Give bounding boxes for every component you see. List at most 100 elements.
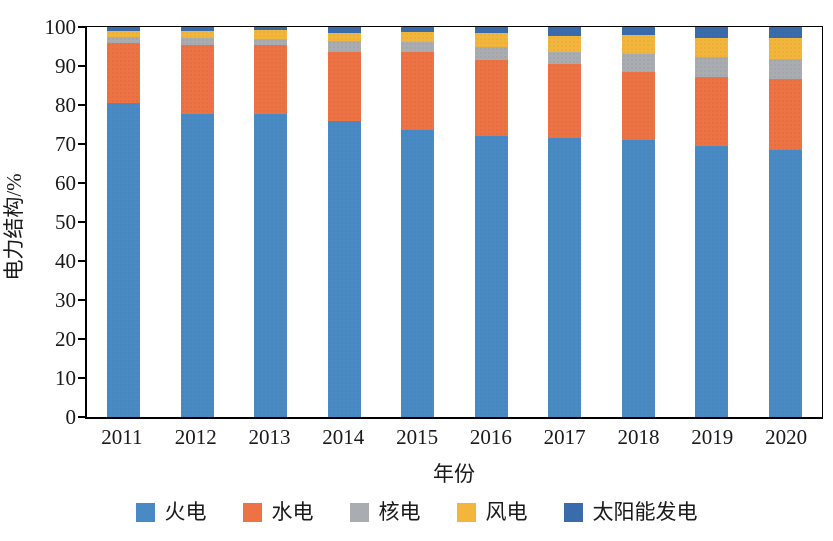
bar-segment-2019-风电 [695, 37, 729, 58]
bar-segment-2011-太阳能发电 [107, 27, 141, 31]
bar-segment-2019-核电 [695, 57, 729, 78]
legend-item-太阳能发电: 太阳能发电 [563, 499, 698, 525]
bar-slot-2018 [602, 27, 675, 417]
bar-slot-2011 [87, 27, 160, 417]
bar-segment-2016-核电 [474, 46, 508, 61]
bar-segment-2013-火电 [254, 113, 288, 417]
stacked-bar-2011 [107, 27, 141, 417]
x-tick-label: 2015 [396, 425, 439, 449]
bar-slot-2013 [234, 27, 307, 417]
bar-segment-2015-核电 [401, 41, 435, 52]
legend-swatch-icon [563, 502, 583, 522]
bar-segment-2017-火电 [548, 138, 582, 417]
bar-segment-2016-火电 [474, 136, 508, 417]
bar-segment-2020-太阳能发电 [768, 27, 802, 38]
stacked-bar-2020 [768, 27, 802, 417]
y-tick-label: 40 [55, 249, 76, 273]
plot-area: 0 10 20 30 40 50 60 70 80 90 100 [45, 17, 823, 428]
legend-swatch-icon [242, 502, 262, 522]
bar-segment-2017-风电 [548, 35, 582, 52]
y-tick-label: 90 [55, 54, 76, 78]
bar-segment-2012-风电 [180, 30, 214, 39]
y-tick-mark [78, 416, 86, 418]
bar-segment-2013-太阳能发电 [254, 27, 288, 31]
bar-segment-2020-水电 [768, 78, 802, 150]
bar-segment-2012-水电 [180, 44, 214, 115]
bars-container [87, 27, 822, 417]
bar-segment-2012-火电 [180, 114, 214, 417]
stacked-bar-2018 [621, 27, 655, 417]
y-tick-mark [78, 221, 86, 223]
stacked-bar-2014 [327, 27, 361, 417]
x-tick-label: 2011 [101, 425, 143, 449]
y-tick-mark [78, 26, 86, 28]
x-axis-title: 年份 [433, 462, 475, 486]
x-tick-label: 2017 [543, 425, 586, 449]
stacked-bar-2013 [254, 27, 288, 417]
bar-segment-2015-风电 [401, 32, 435, 42]
bar-segment-2017-太阳能发电 [548, 27, 582, 36]
x-tick-label: 2020 [765, 425, 808, 449]
bar-segment-2014-太阳能发电 [327, 27, 361, 34]
bar-segment-2016-风电 [474, 32, 508, 47]
bar-segment-2019-水电 [695, 77, 729, 146]
bar-segment-2017-水电 [548, 64, 582, 139]
x-axis-labels: 2011 2012 2013 2014 2015 2016 2017 2018 2019 2020 [85, 425, 823, 450]
bar-segment-2014-核电 [327, 41, 361, 52]
bar-segment-2019-太阳能发电 [695, 27, 729, 38]
y-tick-label: 60 [55, 171, 76, 195]
stacked-bar-2019 [695, 27, 729, 417]
stacked-bar-2016 [474, 27, 508, 417]
y-tick-label: 30 [55, 288, 76, 312]
bar-segment-2018-风电 [621, 34, 655, 54]
legend-swatch-icon [135, 502, 155, 522]
bar-segment-2020-火电 [768, 149, 802, 417]
bar-segment-2011-水电 [107, 43, 141, 104]
y-tick-label: 100 [44, 15, 77, 39]
bar-segment-2015-水电 [401, 51, 435, 131]
bar-segment-2018-太阳能发电 [621, 27, 655, 35]
legend-label: 太阳能发电 [592, 500, 698, 524]
bar-segment-2013-核电 [254, 39, 288, 45]
bar-segment-2018-核电 [621, 53, 655, 72]
x-tick-label: 2014 [322, 425, 365, 449]
legend-swatch-icon [349, 502, 369, 522]
bar-slot-2019 [675, 27, 748, 417]
bar-segment-2013-水电 [254, 44, 288, 114]
y-tick-label: 0 [65, 405, 77, 429]
y-tick-mark [78, 143, 86, 145]
y-tick-mark [78, 377, 86, 379]
bar-segment-2018-水电 [621, 71, 655, 141]
legend-item-风电: 风电 [456, 499, 528, 525]
y-tick-mark [78, 260, 86, 262]
bar-slot-2020 [749, 27, 822, 417]
legend-label: 核电 [378, 500, 421, 524]
y-tick-label: 50 [55, 210, 76, 234]
bar-segment-2018-火电 [621, 140, 655, 417]
bar-segment-2012-太阳能发电 [180, 27, 214, 31]
bar-slot-2012 [161, 27, 234, 417]
y-tick-mark [78, 338, 86, 340]
bar-segment-2014-风电 [327, 33, 361, 42]
legend-label: 水电 [271, 500, 314, 524]
legend-item-水电: 水电 [242, 499, 314, 525]
y-tick-mark [78, 65, 86, 67]
legend-label: 风电 [485, 500, 528, 524]
bar-slot-2014 [308, 27, 381, 417]
y-tick-mark [78, 104, 86, 106]
y-tick-mark [78, 299, 86, 301]
x-tick-label: 2019 [691, 425, 734, 449]
y-tick-label: 80 [55, 93, 76, 117]
y-tick-label: 70 [55, 132, 76, 156]
bar-segment-2013-风电 [254, 30, 288, 40]
bar-segment-2016-太阳能发电 [474, 27, 508, 33]
stacked-bar-2015 [401, 27, 435, 417]
bar-segment-2015-火电 [401, 130, 435, 417]
y-tick-label: 10 [55, 366, 76, 390]
bar-segment-2011-核电 [107, 36, 141, 44]
bar-segment-2014-火电 [327, 120, 361, 417]
bar-segment-2012-核电 [180, 38, 214, 45]
bar-segment-2019-火电 [695, 145, 729, 417]
chart-legend: 火电 水电 核电 风电 太阳能发电 [0, 499, 833, 525]
